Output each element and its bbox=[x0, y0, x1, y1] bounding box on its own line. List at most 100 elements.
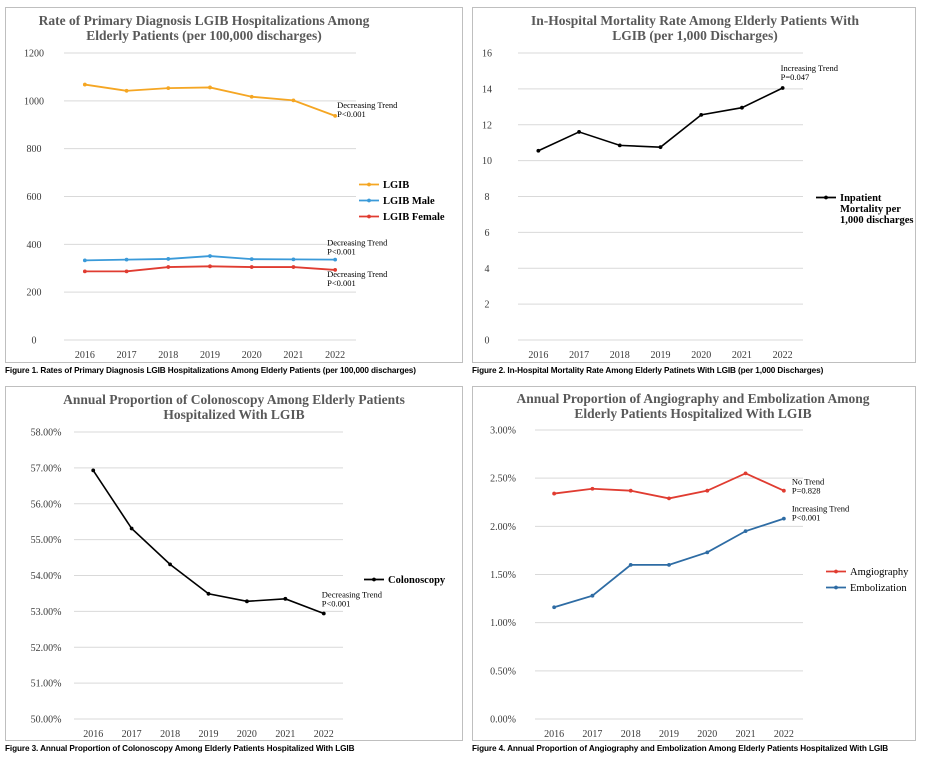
y-tick-label: 57.00% bbox=[31, 463, 62, 474]
data-point bbox=[129, 526, 134, 531]
data-point bbox=[321, 611, 326, 616]
legend-label: Amgiography bbox=[850, 567, 909, 578]
y-tick-label: 0.50% bbox=[490, 666, 516, 677]
y-tick-label: 55.00% bbox=[31, 535, 62, 546]
chart-3-svg: Annual Proportion of Colonoscopy Among E… bbox=[31, 392, 446, 740]
chart-4-svg: Annual Proportion of Angiography and Emb… bbox=[490, 391, 909, 740]
trend-annotation: P<0.001 bbox=[327, 247, 356, 257]
data-point bbox=[245, 599, 249, 604]
y-tick-label: 6 bbox=[485, 228, 490, 239]
y-tick-label: 56.00% bbox=[31, 499, 62, 510]
chart-title-line: Elderly Patients Hospitalized With LGIB bbox=[574, 406, 811, 421]
trend-annotation: Increasing Trend bbox=[792, 504, 850, 514]
y-tick-label: 2.00% bbox=[490, 522, 516, 533]
y-tick-label: 600 bbox=[27, 192, 42, 203]
chart-title-line: Annual Proportion of Colonoscopy Among E… bbox=[63, 392, 405, 407]
chart-panel-2: In-Hospital Mortality Rate Among Elderly… bbox=[472, 7, 916, 363]
y-tick-label: 53.00% bbox=[31, 607, 62, 618]
data-point bbox=[82, 269, 87, 274]
chart-2-svg: In-Hospital Mortality Rate Among Elderly… bbox=[482, 13, 914, 361]
x-tick-label: 2018 bbox=[160, 729, 180, 740]
trend-annotation: Decreasing Trend bbox=[327, 269, 388, 279]
y-tick-label: 1.50% bbox=[490, 570, 516, 581]
data-point bbox=[166, 265, 171, 269]
x-tick-label: 2018 bbox=[610, 350, 630, 361]
legend-marker bbox=[367, 182, 371, 187]
trend-annotation: P=0.828 bbox=[792, 486, 821, 496]
y-tick-label: 3.00% bbox=[490, 426, 516, 437]
x-tick-label: 2016 bbox=[528, 350, 548, 361]
legend-marker bbox=[824, 195, 828, 200]
y-tick-label: 10 bbox=[482, 156, 492, 167]
data-point bbox=[291, 98, 296, 103]
x-tick-label: 2017 bbox=[582, 729, 602, 740]
x-tick-label: 2017 bbox=[569, 350, 589, 361]
chart-panel-3: Annual Proportion of Colonoscopy Among E… bbox=[5, 386, 463, 741]
data-point bbox=[781, 488, 786, 493]
figure-2-caption: Figure 2. In-Hospital Mortality Rate Amo… bbox=[472, 366, 824, 375]
y-tick-label: 14 bbox=[482, 84, 492, 95]
x-tick-label: 2020 bbox=[237, 729, 257, 740]
y-tick-label: 1.00% bbox=[490, 618, 516, 629]
data-point bbox=[699, 112, 704, 117]
data-point bbox=[206, 591, 211, 596]
y-tick-label: 54.00% bbox=[31, 571, 62, 582]
trend-annotation: Decreasing Trend bbox=[327, 238, 388, 248]
x-tick-label: 2020 bbox=[697, 729, 717, 740]
chart-title-line: Elderly Patients (per 100,000 discharges… bbox=[86, 28, 322, 43]
data-point bbox=[82, 82, 87, 87]
x-tick-label: 2019 bbox=[651, 350, 671, 361]
x-tick-label: 2017 bbox=[122, 729, 142, 740]
legend-label: Mortality per bbox=[840, 204, 901, 215]
trend-annotation: Decreasing Trend bbox=[322, 590, 383, 600]
x-tick-label: 2021 bbox=[283, 350, 303, 361]
series-line bbox=[553, 517, 785, 609]
legend-label: Inpatient bbox=[840, 193, 882, 204]
chart-title-line: LGIB (per 1,000 Discharges) bbox=[612, 28, 778, 43]
y-tick-label: 2 bbox=[485, 300, 490, 311]
data-point bbox=[617, 143, 622, 148]
figure-4-caption: Figure 4. Annual Proportion of Angiograp… bbox=[472, 744, 889, 753]
data-point bbox=[658, 145, 663, 150]
chart-title-line: Rate of Primary Diagnosis LGIB Hospitali… bbox=[39, 13, 370, 28]
data-point bbox=[124, 88, 129, 93]
trend-annotation: Decreasing Trend bbox=[337, 100, 398, 110]
data-point bbox=[667, 562, 671, 567]
data-point bbox=[743, 471, 748, 476]
y-tick-label: 200 bbox=[27, 288, 42, 299]
legend-label: LGIB Female bbox=[383, 212, 445, 223]
chart-title-line: In-Hospital Mortality Rate Among Elderly… bbox=[531, 13, 859, 28]
legend-marker bbox=[372, 577, 376, 582]
x-tick-label: 2019 bbox=[200, 350, 220, 361]
x-tick-label: 2018 bbox=[158, 350, 178, 361]
data-point bbox=[82, 258, 87, 263]
data-point bbox=[552, 605, 557, 610]
trend-annotation: No Trend bbox=[792, 477, 825, 487]
x-tick-label: 2021 bbox=[736, 729, 756, 740]
legend-label: Colonoscopy bbox=[388, 575, 446, 586]
data-point bbox=[740, 105, 744, 110]
y-tick-label: 2.50% bbox=[490, 474, 516, 485]
x-tick-label: 2018 bbox=[621, 729, 641, 740]
chart-panel-4: Annual Proportion of Angiography and Emb… bbox=[472, 386, 916, 741]
trend-annotation: P<0.001 bbox=[322, 599, 351, 609]
data-point bbox=[283, 596, 288, 601]
data-point bbox=[291, 257, 296, 262]
chart-panel-1: Rate of Primary Diagnosis LGIB Hospitali… bbox=[5, 7, 463, 363]
data-point bbox=[667, 496, 671, 501]
x-tick-label: 2016 bbox=[83, 729, 103, 740]
x-tick-label: 2021 bbox=[275, 729, 295, 740]
y-tick-label: 50.00% bbox=[31, 715, 62, 726]
x-tick-label: 2020 bbox=[242, 350, 262, 361]
data-point bbox=[705, 488, 710, 493]
y-tick-label: 1000 bbox=[24, 96, 44, 107]
data-point bbox=[166, 86, 171, 91]
y-tick-label: 0 bbox=[32, 336, 37, 347]
y-tick-label: 16 bbox=[482, 49, 492, 60]
y-tick-label: 51.00% bbox=[31, 679, 62, 690]
data-point bbox=[249, 257, 254, 262]
data-point bbox=[705, 550, 710, 555]
legend-label: 1,000 discharges bbox=[840, 215, 914, 226]
legend-label: Embolization bbox=[850, 583, 907, 594]
data-point bbox=[590, 593, 595, 598]
